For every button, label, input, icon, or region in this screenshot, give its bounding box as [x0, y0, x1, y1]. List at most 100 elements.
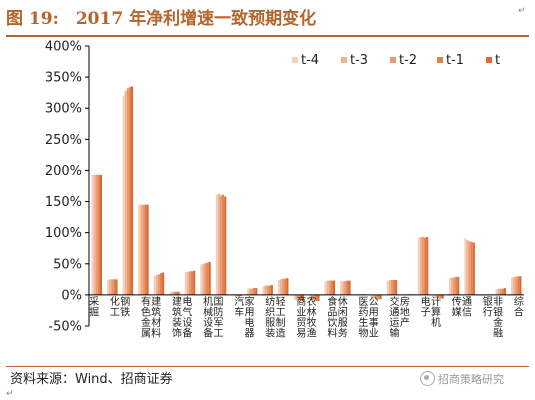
watermark: 招商策略研究: [420, 370, 504, 390]
bar: [346, 280, 349, 295]
bar: [344, 281, 347, 295]
bar: [515, 276, 518, 295]
bar: [253, 288, 256, 295]
category-label: 电气设备: [182, 295, 192, 340]
bar: [495, 289, 498, 295]
bar: [128, 87, 131, 295]
bar: [433, 294, 436, 298]
bar: [224, 196, 227, 295]
bar: [457, 276, 460, 295]
bar: [200, 264, 203, 295]
category-label: 建筑材料: [151, 295, 161, 340]
bar: [386, 280, 389, 295]
legend-label: t-3: [350, 53, 368, 68]
bar: [497, 288, 500, 295]
bar: [208, 261, 211, 295]
bar: [99, 174, 103, 295]
bar: [146, 204, 149, 295]
bar: [169, 292, 172, 295]
bar: [330, 280, 333, 295]
bar: [126, 88, 129, 295]
bar: [424, 237, 427, 295]
category-label: 非银金融: [493, 296, 503, 340]
bar: [510, 277, 514, 295]
bar: [395, 279, 398, 295]
bar: [342, 281, 345, 295]
bar: [375, 294, 378, 300]
legend-swatch: [486, 57, 492, 63]
bar: [328, 280, 331, 295]
bar: [184, 271, 187, 295]
bar: [113, 279, 116, 295]
category-label: 商业贸易: [296, 295, 306, 340]
bar: [171, 291, 174, 295]
bar: [499, 288, 502, 295]
bar: [237, 294, 240, 297]
y-tick-label: 50%: [53, 257, 82, 272]
bar: [332, 280, 336, 295]
bar: [162, 272, 165, 295]
y-tick-label: 400%: [45, 40, 82, 55]
bar: [246, 288, 249, 295]
bar-series-group: [91, 86, 522, 302]
bar: [95, 174, 98, 295]
bar-chart: -50% 0% 50% 100% 150% 200% 250% 300% 350% 400% 采掘…: [45, 40, 524, 340]
category-label: 家用电器: [245, 295, 255, 340]
bar: [206, 262, 209, 295]
watermark-logo-icon: [420, 371, 435, 386]
watermark-text: 招商策略研究: [438, 373, 504, 386]
bar: [157, 274, 160, 295]
paragraph-mark: ↵: [6, 389, 14, 399]
bar: [286, 278, 289, 295]
bar: [130, 86, 134, 295]
bar: [340, 281, 343, 295]
bar: [455, 276, 458, 295]
bar: [186, 271, 189, 295]
bar: [519, 276, 522, 295]
bar: [153, 275, 156, 295]
bar: [301, 294, 304, 302]
bar: [138, 204, 141, 295]
bar: [140, 204, 143, 295]
bar: [222, 194, 225, 295]
bar: [220, 195, 223, 295]
y-tick-label: -50%: [48, 320, 82, 335]
bar: [441, 294, 444, 299]
bar: [173, 291, 176, 295]
bar: [501, 288, 504, 295]
category-label: 房地产: [400, 295, 410, 329]
bar: [439, 294, 442, 299]
bar: [284, 278, 287, 295]
bar: [426, 237, 429, 295]
bar: [266, 285, 269, 295]
legend-swatch: [292, 57, 298, 63]
bar: [202, 263, 205, 295]
legend-label: t-4: [301, 53, 319, 68]
bar: [517, 276, 520, 295]
bar: [311, 294, 314, 301]
bar: [262, 286, 265, 295]
category-label: 化工: [110, 295, 120, 319]
bar: [317, 294, 320, 302]
bar: [466, 240, 469, 295]
bar: [388, 279, 391, 295]
bar: [264, 285, 267, 295]
legend-swatch: [437, 57, 443, 63]
y-tick-label: 300%: [45, 102, 82, 117]
category-label: 食品饮料: [327, 295, 337, 340]
y-axis: -50% 0% 50% 100% 150% 200% 250% 300% 350% 400%: [45, 40, 90, 335]
bar: [297, 294, 300, 301]
bar: [513, 276, 516, 295]
category-label: 计算机: [431, 295, 441, 329]
bar: [124, 90, 127, 295]
bar: [268, 285, 271, 295]
category-label: 采掘: [89, 296, 99, 319]
legend-label: t-2: [399, 53, 417, 68]
bar: [390, 279, 393, 295]
bar: [111, 279, 114, 295]
category-label: 休闲服务: [338, 296, 348, 340]
figure-title: 图 19: 2017 年净利增速一致预期变化: [6, 9, 317, 29]
title-divider: [6, 35, 529, 37]
bar: [270, 284, 273, 295]
